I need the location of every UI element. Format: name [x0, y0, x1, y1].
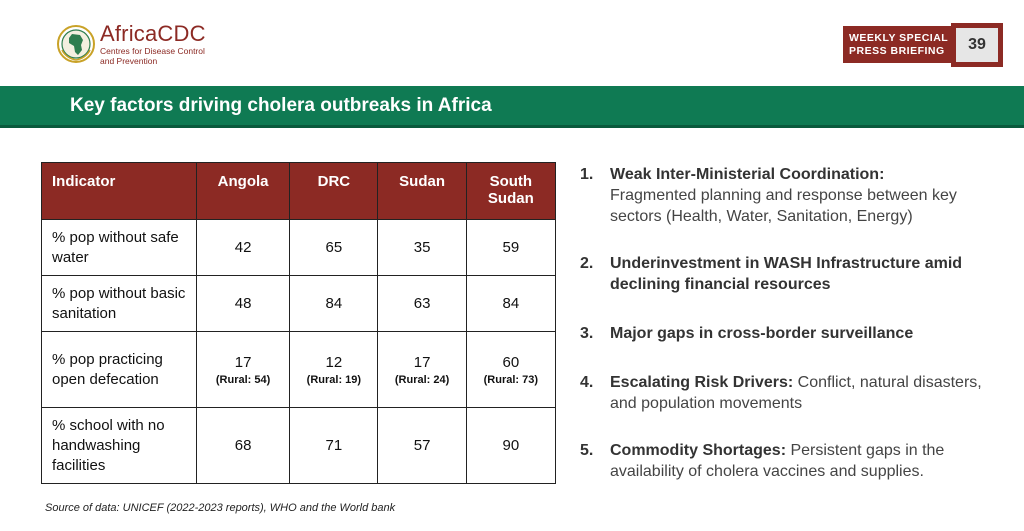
cell-value: 12 (Rural: 19)	[289, 331, 379, 408]
factor-item: 2. Underinvestment in WASH Infrastructur…	[580, 253, 1000, 295]
header-drc: DRC	[289, 162, 379, 220]
cell-main-value: 17	[413, 353, 431, 371]
factor-heading: Escalating Risk Drivers:	[610, 374, 794, 391]
page-number-frame: 39	[951, 23, 1003, 67]
factor-number: 5.	[580, 442, 594, 459]
header-angola: Angola	[195, 162, 291, 220]
factor-number: 2.	[580, 255, 594, 272]
cell-value: 35	[377, 219, 467, 276]
table-header-row: Indicator Angola DRC Sudan South Sudan	[41, 162, 557, 220]
page-number: 39	[956, 28, 998, 62]
factor-text: Persistent gaps in the availability of c…	[610, 442, 945, 480]
factor-number: 3.	[580, 325, 594, 342]
row-indicator: % school with no handwashing facilities	[41, 407, 197, 484]
page-title: Key factors driving cholera outbreaks in…	[70, 95, 492, 116]
cell-value: 63	[377, 275, 467, 332]
factor-item: 5. Commodity Shortages: Persistent gaps …	[580, 440, 1000, 482]
data-source-note: Source of data: UNICEF (2022-2023 report…	[45, 502, 396, 514]
table-row: % pop practicing open defecation 17 (Rur…	[41, 331, 557, 408]
factor-heading: Underinvestment in WASH Infrastructure a…	[610, 255, 963, 293]
factor-heading: Commodity Shortages:	[610, 442, 787, 459]
cell-value: 90	[465, 407, 557, 484]
factor-text: Conflict, natural disasters, and populat…	[610, 374, 982, 412]
factor-item: 4. Escalating Risk Drivers: Conflict, na…	[580, 372, 1000, 414]
row-indicator: % pop practicing open defecation	[41, 331, 197, 408]
cell-value: 60 (Rural: 73)	[465, 331, 557, 408]
factor-item: 1. Weak Inter-Ministerial Coordination: …	[580, 164, 1000, 227]
factor-heading: Major gaps in cross-border surveillance	[610, 325, 914, 342]
badge-label: WEEKLY SPECIAL PRESS BRIEFING	[843, 26, 955, 63]
cell-value: 17 (Rural: 24)	[377, 331, 467, 408]
cell-main-value: 17	[234, 353, 252, 371]
cell-value: 57	[377, 407, 467, 484]
africa-cdc-logo: AfricaCDC Centres for Disease Control an…	[56, 22, 206, 66]
factor-item: 3. Major gaps in cross-border surveillan…	[580, 323, 1000, 344]
cell-value: 17 (Rural: 54)	[195, 331, 291, 408]
cell-rural-value: (Rural: 73)	[483, 373, 539, 386]
cell-value: 84	[465, 275, 557, 332]
brand-subtitle-1: Centres for Disease Control	[100, 46, 205, 56]
factor-text: Fragmented planning and response between…	[610, 187, 957, 225]
header-indicator: Indicator	[41, 162, 197, 220]
factor-number: 1.	[580, 166, 594, 183]
factor-heading: Weak Inter-Ministerial Coordination:	[610, 166, 885, 183]
brand-subtitle-2: and Prevention	[100, 56, 158, 66]
cell-value: 68	[195, 407, 291, 484]
header-sudan: Sudan	[377, 162, 467, 220]
cell-value: 84	[289, 275, 379, 332]
cell-value: 42	[195, 219, 291, 276]
cell-main-value: 60	[502, 353, 520, 371]
africa-emblem-icon	[57, 25, 95, 63]
factors-list: 1. Weak Inter-Ministerial Coordination: …	[580, 164, 1000, 482]
badge-line-2: PRESS BRIEFING	[849, 45, 945, 57]
cell-rural-value: (Rural: 24)	[394, 373, 450, 386]
row-indicator: % pop without safe water	[41, 219, 197, 276]
table-row: % school with no handwashing facilities …	[41, 407, 557, 484]
cell-rural-value: (Rural: 19)	[306, 373, 362, 386]
brand-name: AfricaCDC	[100, 21, 206, 46]
cell-value: 71	[289, 407, 379, 484]
cell-value: 48	[195, 275, 291, 332]
cell-main-value: 12	[325, 353, 343, 371]
badge-line-1: WEEKLY SPECIAL	[849, 32, 949, 44]
factor-number: 4.	[580, 374, 594, 391]
cell-rural-value: (Rural: 54)	[215, 373, 271, 386]
cell-value: 65	[289, 219, 379, 276]
row-indicator: % pop without basic sanitation	[41, 275, 197, 332]
table-row: % pop without safe water 42 65 35 59	[41, 219, 557, 276]
table-row: % pop without basic sanitation 48 84 63 …	[41, 275, 557, 332]
title-bar: Key factors driving cholera outbreaks in…	[0, 86, 1024, 128]
indicator-table: Indicator Angola DRC Sudan South Sudan %…	[41, 162, 557, 484]
cell-value: 59	[465, 219, 557, 276]
press-briefing-badge: WEEKLY SPECIAL PRESS BRIEFING 39	[843, 23, 1003, 67]
header-south-sudan: South Sudan	[465, 162, 557, 220]
